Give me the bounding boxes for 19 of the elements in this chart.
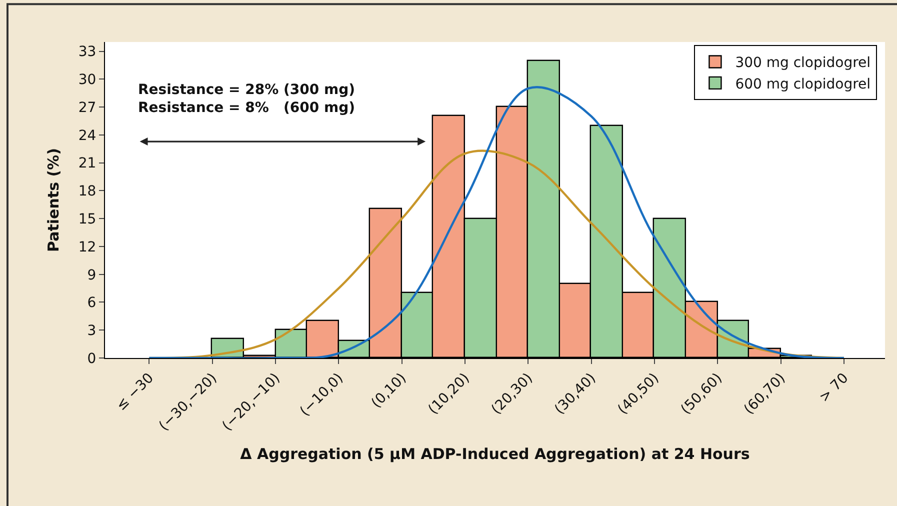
y-tick-label: 18 (78, 184, 96, 200)
x-axis-title: Δ Aggregation (5 μM ADP-Induced Aggregation) at 24 Hours (240, 445, 750, 464)
y-tick-label: 6 (87, 295, 96, 312)
x-tick-label: > 70 (816, 370, 852, 406)
y-tick-label: 9 (87, 267, 96, 284)
y-axis-title: Patients (%) (44, 148, 63, 252)
y-tick-label: 27 (78, 100, 96, 116)
y-tick-label: 21 (78, 156, 96, 172)
y-tick-label: 3 (87, 323, 96, 340)
y-tick-label: 15 (78, 211, 96, 228)
annotation: Resistance = 28% (300 mg) Resistance = 8% (600 mg) (138, 82, 356, 116)
y-tick-label: 30 (78, 72, 96, 88)
y-tick-label: 12 (78, 239, 96, 256)
y-tick-label: 0 (87, 350, 96, 367)
legend-label: 300 mg clopidogrel (735, 55, 871, 72)
x-tick-label: ≤ −30 (113, 370, 157, 414)
y-tick-label: 24 (78, 128, 96, 144)
y-tick-label: 33 (78, 44, 96, 60)
legend-label: 600 mg clopidogrel (735, 76, 871, 92)
